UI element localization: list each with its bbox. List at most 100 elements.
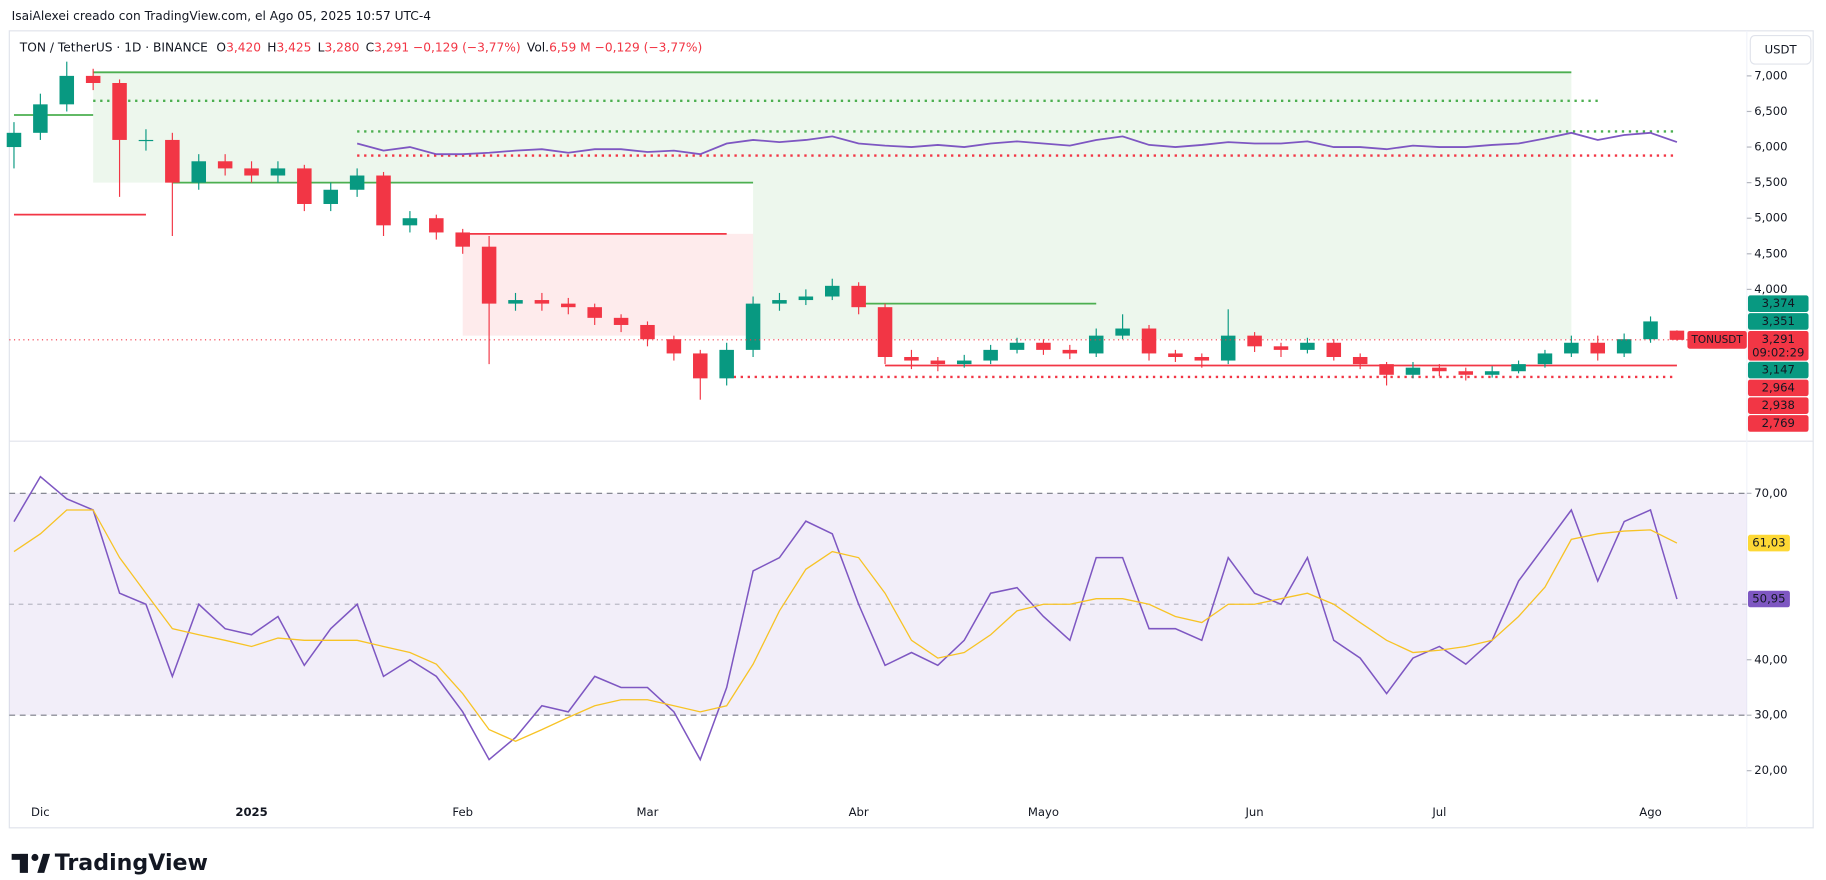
symbol: TON / TetherUS · 1D · BINANCE [19,40,208,54]
candle-body [323,189,338,204]
candle-body [455,232,470,247]
candle-body [165,139,180,183]
y-tick-label: 4,500 [1754,246,1787,260]
ohlc-value: 3,425 [276,40,311,54]
price-marker [1747,330,1809,361]
candle-body [877,307,893,357]
candle-body [1088,335,1104,354]
candle-body [376,175,391,226]
x-tick-label: 2025 [235,805,267,819]
candle-body [1484,371,1500,375]
credit: IsaiAlexei creado con TradingView.com, e… [12,9,432,23]
candle-body [904,356,919,361]
candle-body [429,218,444,233]
rsi-line [13,509,1678,742]
candle-body [1564,342,1579,354]
x-tick-label: Ago [1639,805,1661,819]
candle-body [772,300,787,304]
candle-body [1352,356,1368,365]
candle-body [244,168,259,176]
volume-label: Vol. [527,40,549,54]
candle-body [112,83,127,140]
x-tick-label: Abr [849,805,869,819]
candle-body [508,300,523,304]
x-tick-label: Jun [1245,805,1264,819]
candle-body [1247,335,1262,347]
price-marker-label: 2,769 [1762,416,1795,430]
candle-body [745,303,761,350]
candle-body [1194,356,1210,361]
price-marker-label: 3,291 [1762,332,1795,346]
candle-body [1432,367,1447,372]
price-marker-label: 3,374 [1762,296,1795,310]
y-tick-label: 5,500 [1754,175,1787,189]
candle-body [138,139,154,142]
value-marker [1747,590,1790,608]
ohlc-key: H [267,40,276,54]
change: −0,129 (−3,77%) [413,40,521,54]
candle-body [33,104,48,133]
candle-body [1669,330,1685,340]
candle-body [1009,342,1025,350]
y-tick-label: 5,000 [1754,211,1787,225]
indicator-line [356,131,1678,156]
candle-body [824,285,840,297]
candle-body [297,168,312,204]
currency-label[interactable]: USDT [1765,42,1798,56]
y-tick-label: 7,000 [1754,68,1787,82]
candle-body [1537,353,1553,365]
y-tick-label: 30,00 [1754,708,1787,722]
candle-body [1273,346,1289,350]
ohlc-key: C [366,40,375,54]
y-tick-label: 20,00 [1754,763,1787,777]
price-marker [1747,415,1809,432]
x-tick-label: Mayo [1028,805,1059,819]
ohlc-value: 3,291 [374,40,409,54]
candle-body [85,75,101,84]
candle-body [666,339,682,354]
chart-frame [8,30,1814,829]
candle-body [956,360,972,365]
price-marker [1747,313,1809,330]
candle-body [851,285,866,308]
candle-body [983,349,998,361]
candle-body [349,175,365,190]
symbol-legend: TON / TetherUS · 1D · BINANCE O3,420 H3,… [19,40,702,54]
candle-body [1511,364,1526,372]
candle-body [1115,328,1130,336]
candle-body [1643,321,1658,340]
price-marker [1747,379,1809,397]
candle-body [798,296,814,301]
y-tick-label: 70,00 [1754,486,1787,500]
price-marker-label: 3,351 [1762,314,1795,328]
plot-layer: Dic 2025 Feb Mar Abr Mayo Jun Jul Ago 7,000 6,500 6… [6,61,1809,819]
price-marker [1747,397,1809,414]
volume-change: −0,129 (−3,77%) [595,40,703,54]
y-tick-label: 4,000 [1754,282,1787,296]
ohlc-value: 3,420 [226,40,261,54]
candle-body [1458,371,1474,375]
x-tick-label: Mar [637,805,659,819]
volume: 6,59 M [549,40,591,54]
ohlc-key: L [318,40,325,54]
candle-body [693,353,708,379]
candle-body [1062,349,1078,354]
candle-body [481,246,497,304]
price-marker-label: 2,964 [1762,380,1795,394]
candle-body [1220,335,1236,361]
value-marker [1747,534,1790,552]
currency-button[interactable] [1749,34,1812,65]
candle-body [1036,342,1051,350]
y-tick-label: 40,00 [1754,652,1787,666]
candle-body [640,324,655,340]
zone [462,233,754,336]
candle-body [930,360,946,365]
price-marker [1747,361,1809,379]
logo-text: TradingView [55,850,208,876]
candle-body [561,303,576,308]
price-marker [1747,295,1809,312]
logo-icon [11,853,51,873]
